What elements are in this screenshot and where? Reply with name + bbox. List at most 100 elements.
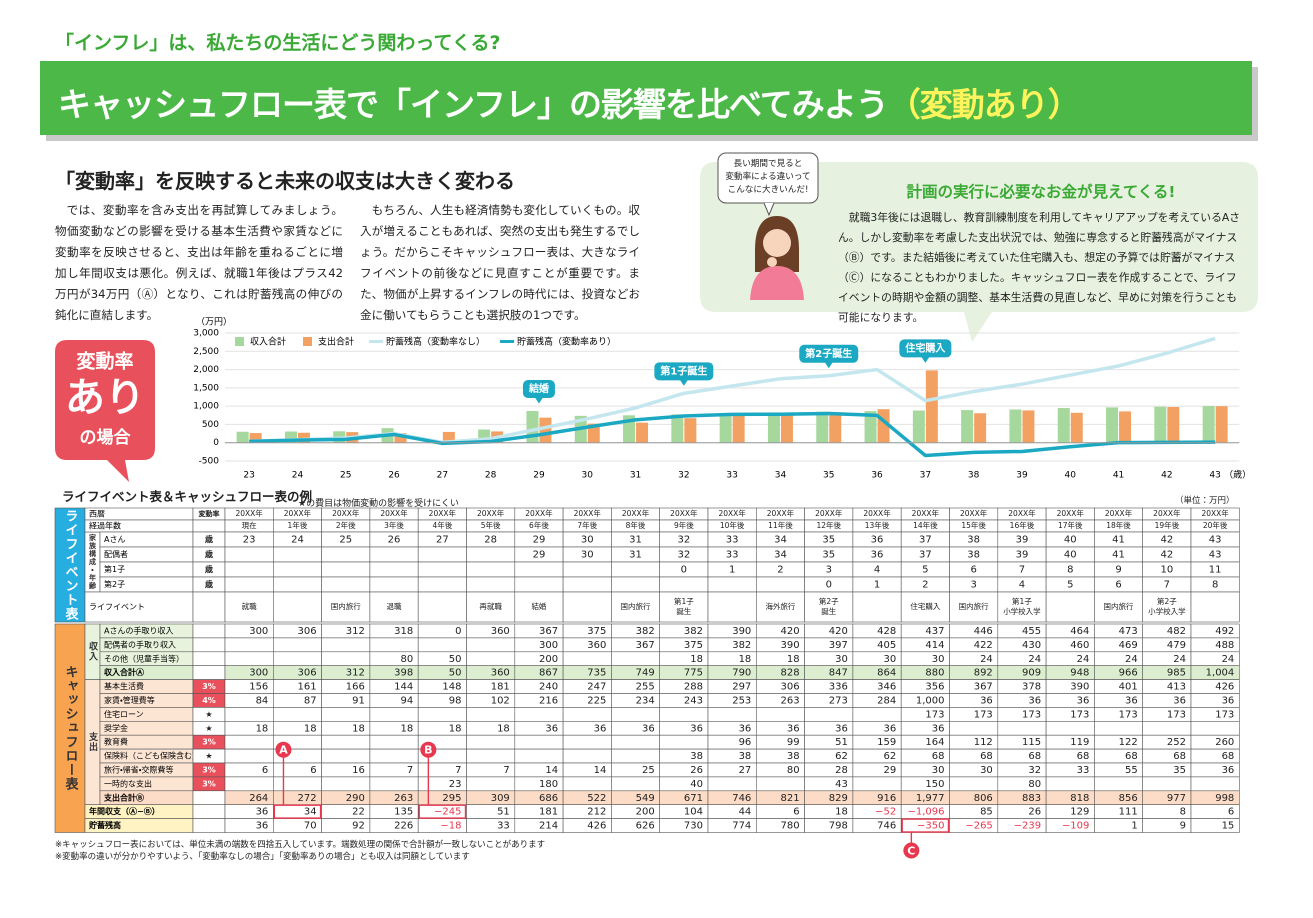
table-cell: 102	[491, 695, 510, 706]
table-cell-bg	[369, 734, 419, 750]
table-cell: 985	[1167, 668, 1186, 679]
table-cell: 海外旅行	[765, 601, 795, 611]
table-cell: 結婚	[531, 601, 546, 611]
table-cell: 27	[739, 765, 752, 776]
table-cell: 309	[491, 793, 510, 804]
rate: 歳	[205, 579, 213, 589]
row-label: 支出合計Ⓑ	[103, 792, 144, 802]
x-tick-label: 34	[775, 471, 787, 481]
x-tick-label: 37	[920, 471, 931, 481]
table-cell: 33	[726, 550, 739, 561]
table-cell-bg	[611, 591, 661, 623]
row-label: 住宅ローン	[104, 709, 144, 719]
table-cell: 252	[1167, 737, 1186, 748]
x-tick-label: 31	[630, 471, 641, 481]
table-cell: 892	[974, 668, 993, 679]
table-cell: 455	[1022, 626, 1041, 637]
table-cell-bg	[224, 734, 274, 750]
legend-label: 収入合計	[250, 336, 286, 348]
table-cell: 382	[636, 626, 655, 637]
vertical-label: ライフイベント表	[63, 509, 80, 621]
table-cell-bg	[900, 591, 950, 623]
table-cell: 36	[1077, 695, 1090, 706]
table-cell: 312	[346, 626, 365, 637]
table-cell: 18	[256, 723, 269, 734]
table-cell-bg	[1094, 776, 1144, 792]
table-cell: 36	[256, 807, 269, 818]
table-cell: 36	[690, 723, 703, 734]
table-cell: 51	[497, 807, 510, 818]
table-cell: −265	[965, 821, 992, 832]
table-cell: 7	[1019, 565, 1025, 576]
table-cell: 426	[1215, 682, 1234, 693]
badge-text: 変動率	[76, 350, 133, 373]
y-tick-label: 500	[202, 420, 219, 430]
bar	[829, 412, 842, 443]
table-cell: 200	[636, 807, 655, 818]
illustration	[750, 216, 804, 300]
table-cell-bg	[611, 707, 661, 722]
y-tick-label: 1,500	[193, 383, 219, 393]
footnote: ※変動率の違いが分かりやすいよう、「変動率なしの場合」「変動率ありの場合」とも収…	[55, 852, 470, 862]
table-cell: 国内旅行	[1104, 601, 1134, 611]
table-cell: 375	[587, 626, 606, 637]
table-cell: 264	[249, 793, 268, 804]
table-cell: 549	[636, 793, 655, 804]
table-cell: 33	[1077, 765, 1090, 776]
table-cell: 38	[787, 751, 800, 762]
table-cell-bg	[417, 591, 467, 623]
table-cell: 41	[1112, 550, 1125, 561]
table-cell: 1,000	[916, 695, 945, 706]
text-line: 小学校入学	[1148, 606, 1186, 616]
table-cell-bg	[224, 591, 274, 623]
table-cell-bg	[192, 818, 226, 833]
table-cell-bg	[611, 776, 661, 792]
table-cell-bg	[369, 776, 419, 792]
table-cell: 96	[739, 737, 752, 748]
table-cell: 4	[1019, 580, 1025, 591]
table-cell-bg	[852, 776, 902, 792]
bar	[732, 415, 745, 443]
table-cell: 24	[1173, 654, 1186, 665]
table-cell: 40	[1064, 535, 1077, 546]
table-cell: −245	[434, 807, 461, 818]
table-cell: 8	[1067, 565, 1073, 576]
table-cell: 390	[1070, 682, 1089, 693]
table-cell: 20XX年	[380, 508, 408, 518]
table-cell: 23	[243, 535, 256, 546]
row-label: Aさん	[104, 535, 125, 544]
table-cell: 20XX年	[525, 508, 553, 518]
table-cell-bg	[466, 651, 516, 666]
table-cell-bg	[1094, 591, 1144, 623]
text-line: 誕生	[676, 606, 691, 616]
table-cell: 122	[1119, 737, 1138, 748]
callout-box	[273, 804, 322, 819]
table-cell: 405	[877, 640, 896, 651]
table-cell: 14年後	[913, 520, 938, 530]
table-cell: 20XX年	[284, 508, 312, 518]
table-cell-bg	[192, 790, 226, 805]
table-cell-bg	[1190, 818, 1240, 833]
table-cell: 80	[400, 654, 413, 665]
table-cell: 916	[877, 793, 896, 804]
y-tick-label: 3,000	[193, 329, 219, 339]
table-cell-bg	[466, 734, 516, 750]
table-cell: 867	[539, 668, 558, 679]
table-cell: 746	[732, 793, 751, 804]
title-suffix: （変動あり）	[887, 85, 1081, 124]
row-label: 一時的な支出	[104, 778, 152, 788]
table-cell: 36	[256, 821, 269, 832]
table-cell: 288	[684, 682, 703, 693]
table-cell: 346	[877, 682, 896, 693]
table-cell: 第2子小学校入学	[1148, 596, 1186, 616]
speech: 長い期間で見ると 変動率による違いって こんなに大きいんだ!	[720, 158, 816, 197]
table-cell: 20XX年	[670, 508, 698, 518]
table-cell: 20XX年	[960, 508, 988, 518]
table-cell: 730	[684, 821, 703, 832]
table-cell: 7年後	[577, 520, 597, 530]
y-tick-label: 2,000	[193, 365, 219, 375]
table-cell: 382	[732, 640, 751, 651]
table-cell: 482	[1167, 626, 1186, 637]
table-cell: 336	[829, 682, 848, 693]
rate: 3%	[202, 738, 216, 747]
